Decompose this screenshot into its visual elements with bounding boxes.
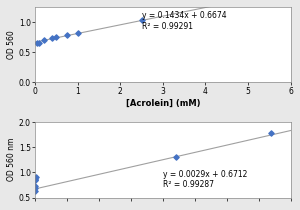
- Text: y = 0.1434x + 0.6674
R² = 0.99291: y = 0.1434x + 0.6674 R² = 0.99291: [142, 11, 226, 31]
- Point: [37, 41, 42, 44]
- Point: [54, 35, 59, 39]
- Point: [33, 177, 38, 180]
- Point: [139, 18, 144, 22]
- Point: [50, 37, 55, 40]
- X-axis label: [Acrolein] (mM): [Acrolein] (mM): [126, 98, 200, 108]
- Point: [33, 179, 38, 182]
- Point: [33, 178, 38, 181]
- Point: [35, 41, 40, 45]
- Point: [33, 187, 38, 190]
- Point: [33, 184, 38, 188]
- Y-axis label: OD 560: OD 560: [7, 30, 16, 59]
- Y-axis label: OD 560 nm: OD 560 nm: [7, 138, 16, 181]
- Point: [75, 31, 80, 35]
- Point: [33, 176, 38, 179]
- Point: [33, 189, 38, 192]
- Point: [41, 38, 46, 42]
- Point: [64, 33, 69, 37]
- Point: [269, 132, 274, 135]
- Point: [173, 155, 178, 159]
- Text: y = 0.0029x + 0.6712
R² = 0.99287: y = 0.0029x + 0.6712 R² = 0.99287: [163, 170, 247, 189]
